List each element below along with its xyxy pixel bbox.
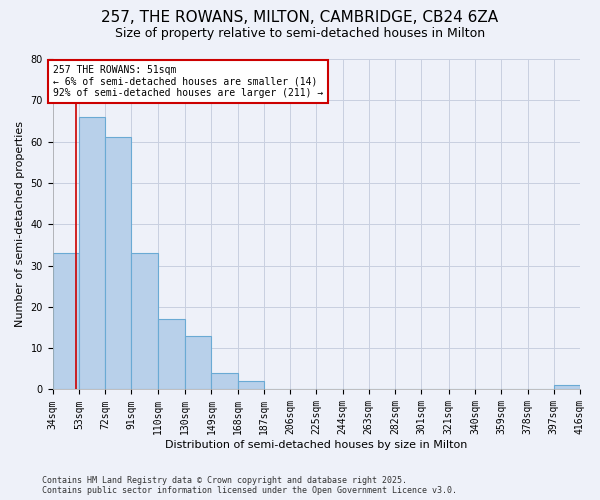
Bar [554,386,580,390]
Text: 257, THE ROWANS, MILTON, CAMBRIDGE, CB24 6ZA: 257, THE ROWANS, MILTON, CAMBRIDGE, CB24… [101,10,499,25]
Text: Size of property relative to semi-detached houses in Milton: Size of property relative to semi-detach… [115,28,485,40]
Text: Contains HM Land Registry data © Crown copyright and database right 2025.
Contai: Contains HM Land Registry data © Crown c… [42,476,457,495]
Bar [79,117,105,390]
Bar [105,138,131,390]
Bar [238,381,264,390]
X-axis label: Distribution of semi-detached houses by size in Milton: Distribution of semi-detached houses by … [165,440,467,450]
Bar [53,253,79,390]
Bar [131,253,158,390]
Bar [185,336,211,390]
Y-axis label: Number of semi-detached properties: Number of semi-detached properties [15,121,25,327]
Bar [211,373,238,390]
Bar [158,319,185,390]
Text: 257 THE ROWANS: 51sqm
← 6% of semi-detached houses are smaller (14)
92% of semi-: 257 THE ROWANS: 51sqm ← 6% of semi-detac… [53,65,323,98]
